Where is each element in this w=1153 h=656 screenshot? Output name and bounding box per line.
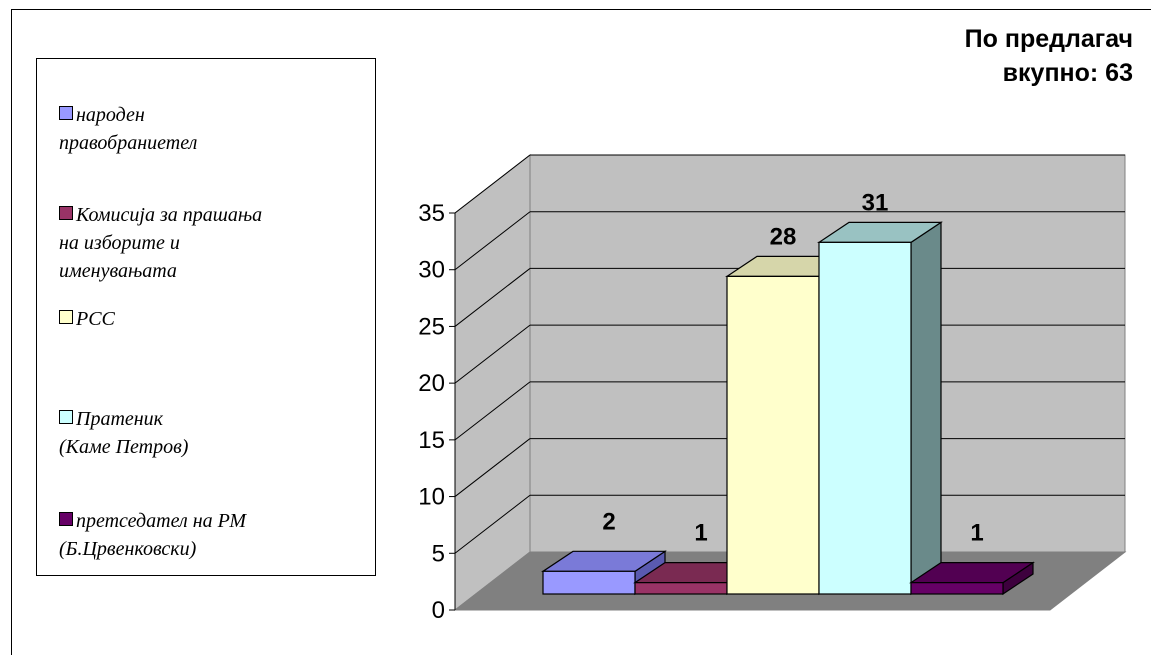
y-tick-label: 25 bbox=[418, 313, 445, 340]
bar-side bbox=[910, 221, 942, 596]
data-label: 31 bbox=[862, 189, 889, 216]
y-tick-label: 20 bbox=[418, 370, 445, 397]
gridline-side bbox=[454, 324, 531, 384]
chart-title-block: По предлагач вкупно: 63 bbox=[965, 22, 1133, 90]
legend-swatch bbox=[59, 206, 73, 221]
chart-subtitle: вкупно: 63 bbox=[1002, 59, 1133, 87]
gridline-side bbox=[454, 438, 531, 497]
legend: народен правобраниетел Комисија за праша… bbox=[36, 58, 376, 576]
legend-label: народен правобраниетел bbox=[59, 104, 198, 154]
data-label: 2 bbox=[602, 508, 615, 535]
gridline-side bbox=[454, 211, 531, 271]
legend-label: Пратеник (Каме Петров) bbox=[59, 408, 189, 458]
y-tick-label: 10 bbox=[418, 484, 445, 511]
bar bbox=[634, 582, 728, 595]
chart-frame bbox=[11, 9, 1151, 655]
data-label: 1 bbox=[970, 520, 983, 547]
legend-swatch bbox=[59, 106, 73, 121]
gridline-side bbox=[454, 494, 531, 554]
legend-label: РСС bbox=[76, 308, 115, 330]
legend-swatch bbox=[59, 512, 73, 527]
legend-swatch bbox=[59, 310, 73, 325]
chart-title: По предлагач bbox=[964, 25, 1133, 53]
legend-entry: претседател на РМ (Б.Црвенковски) bbox=[59, 479, 246, 563]
legend-label: Комисија за прашања на изборите и именув… bbox=[59, 204, 263, 282]
data-label: 1 bbox=[694, 520, 707, 547]
y-tick-label: 35 bbox=[418, 200, 445, 227]
data-label: 28 bbox=[770, 223, 797, 250]
bar bbox=[910, 582, 1004, 595]
y-tick-label: 0 bbox=[432, 597, 445, 624]
y-tick-label: 15 bbox=[418, 427, 445, 454]
y-tick-label: 5 bbox=[432, 540, 445, 567]
legend-swatch bbox=[59, 410, 73, 425]
legend-entry: Пратеник (Каме Петров) bbox=[59, 377, 188, 461]
side-wall bbox=[454, 153, 531, 612]
legend-entry: Комисија за прашања на изборите и именув… bbox=[59, 173, 262, 285]
legend-entry: РСС bbox=[59, 277, 115, 333]
gridline-side bbox=[454, 268, 531, 327]
legend-label: претседател на РМ (Б.Црвенковски) bbox=[59, 510, 247, 560]
bar bbox=[726, 275, 820, 595]
gridline-side bbox=[454, 381, 531, 441]
legend-entry: народен правобраниетел bbox=[59, 73, 197, 157]
bar bbox=[542, 570, 636, 595]
bar bbox=[818, 241, 912, 595]
gridline-side bbox=[454, 154, 531, 214]
y-tick-label: 30 bbox=[418, 257, 445, 284]
